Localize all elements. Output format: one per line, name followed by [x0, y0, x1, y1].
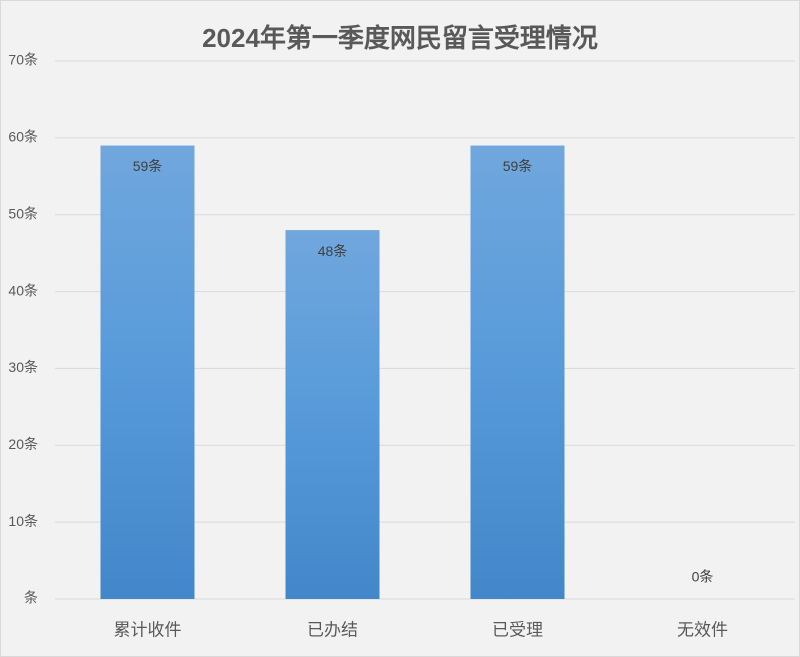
- value-label: 0条: [692, 569, 714, 585]
- y-tick-label: 条: [24, 590, 38, 606]
- bar: [100, 145, 195, 600]
- x-tick-label: 已受理: [492, 620, 543, 639]
- y-tick-label: 60条: [8, 129, 38, 145]
- y-tick-label: 20条: [8, 436, 38, 452]
- bar: [285, 230, 380, 600]
- value-label: 59条: [503, 158, 533, 174]
- value-label: 59条: [133, 158, 163, 174]
- y-tick-label: 50条: [8, 205, 38, 221]
- x-tick-label: 已办结: [307, 620, 358, 639]
- value-label: 48条: [318, 243, 348, 259]
- y-tick-label: 40条: [8, 282, 38, 298]
- x-tick-label: 无效件: [677, 620, 728, 639]
- x-tick-label: 累计收件: [114, 620, 182, 639]
- y-tick-label: 30条: [8, 359, 38, 375]
- y-tick-label: 70条: [8, 52, 38, 68]
- bar: [470, 145, 565, 600]
- y-tick-label: 10条: [8, 513, 38, 529]
- chart-title: 2024年第一季度网民留言受理情况: [202, 23, 598, 53]
